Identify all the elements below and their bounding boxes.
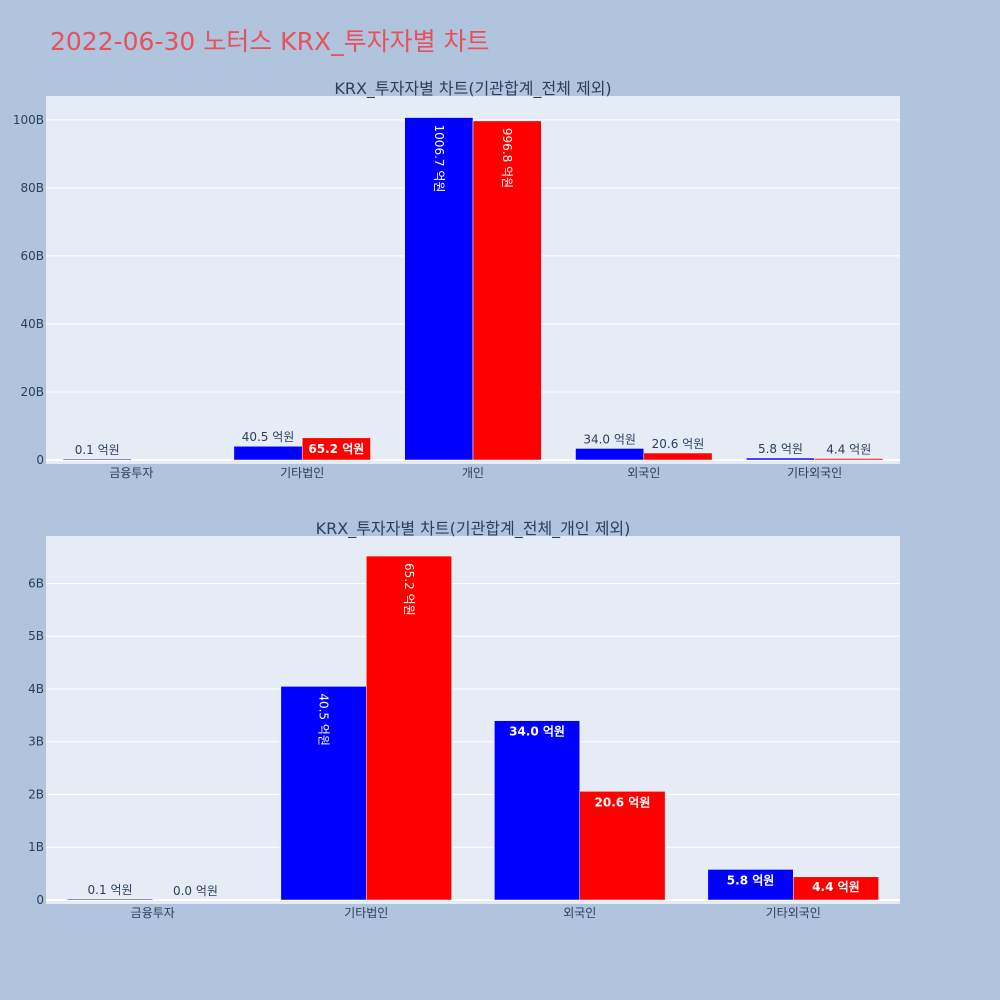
data-label: 65.2 억원 <box>402 563 416 616</box>
y-tick-label: 3B <box>28 735 44 749</box>
y-tick-label: 1B <box>28 840 44 854</box>
y-tick-label: 20B <box>20 385 44 399</box>
bar <box>233 445 303 461</box>
bar <box>793 876 879 901</box>
y-tick-label: 80B <box>20 181 44 195</box>
bar <box>280 686 367 901</box>
x-tick-label: 개인 <box>462 466 484 480</box>
x-tick-label: 금융투자 <box>109 466 153 480</box>
chart-title: KRX_투자자별 차트(기관합계_전체_개인 제외) <box>316 519 631 539</box>
chart-title: KRX_투자자별 차트(기관합계_전체 제외) <box>334 79 611 99</box>
data-label: 996.8 억원 <box>500 128 514 188</box>
x-tick-label: 외국인 <box>563 906 596 920</box>
x-tick-label: 기타법인 <box>344 906 388 920</box>
data-label: 0.1 억원 <box>88 883 133 897</box>
bar <box>643 452 713 461</box>
bar <box>575 448 645 461</box>
bar <box>404 117 474 461</box>
x-tick-label: 기타외국인 <box>787 466 842 480</box>
data-label: 4.4 억원 <box>826 443 871 457</box>
data-label: 20.6 억원 <box>595 795 651 809</box>
y-tick-label: 4B <box>28 682 44 696</box>
bar <box>67 898 153 901</box>
data-label: 0.1 억원 <box>75 443 120 457</box>
y-tick-label: 6B <box>28 576 44 590</box>
x-tick-label: 기타법인 <box>280 466 324 480</box>
bar <box>301 437 371 461</box>
y-tick-label: 40B <box>20 317 44 331</box>
data-label: 5.8 억원 <box>758 442 803 456</box>
data-label: 40.5 억원 <box>317 693 331 746</box>
chart-2: 0 1B 2B 3B 4B 5B 6B KRX_투자자별 차트(기관합계_전체_개인 제외) 금… <box>28 519 900 920</box>
bar <box>494 720 581 901</box>
data-label: 1006.7 억원 <box>432 125 446 193</box>
data-label: 40.5 억원 <box>242 430 295 444</box>
x-tick-label: 기타외국인 <box>766 906 821 920</box>
bar <box>814 458 884 461</box>
y-tick-label: 2B <box>28 787 44 801</box>
data-label: 65.2 억원 <box>308 442 364 456</box>
x-tick-label: 외국인 <box>627 466 660 480</box>
bar <box>746 457 815 461</box>
data-label: 34.0 억원 <box>509 725 565 739</box>
bar <box>366 555 452 901</box>
chart-1: 0 20B 40B 60B 80B 100B KRX_투자자별 차트(기관합계_전체 제외)… <box>13 79 900 480</box>
data-label: 5.8 억원 <box>727 873 775 887</box>
y-tick-label: 5B <box>28 629 44 643</box>
data-label: 0.0 억원 <box>173 884 218 898</box>
bar <box>62 458 132 461</box>
y-tick-label: 0 <box>36 453 44 467</box>
bar <box>707 869 794 901</box>
y-tick-label: 60B <box>20 249 44 263</box>
bar <box>579 791 666 901</box>
data-label: 34.0 억원 <box>583 432 636 446</box>
bar <box>472 120 542 461</box>
plot-area <box>46 536 900 904</box>
x-tick-label: 금융투자 <box>131 906 175 920</box>
y-tick-label: 100B <box>13 113 44 127</box>
data-label: 20.6 억원 <box>652 437 705 451</box>
page-title: 2022-06-30 노터스 KRX_투자자별 차트 <box>50 27 490 56</box>
data-label: 4.4 억원 <box>812 880 860 894</box>
y-tick-label: 0 <box>36 893 44 907</box>
